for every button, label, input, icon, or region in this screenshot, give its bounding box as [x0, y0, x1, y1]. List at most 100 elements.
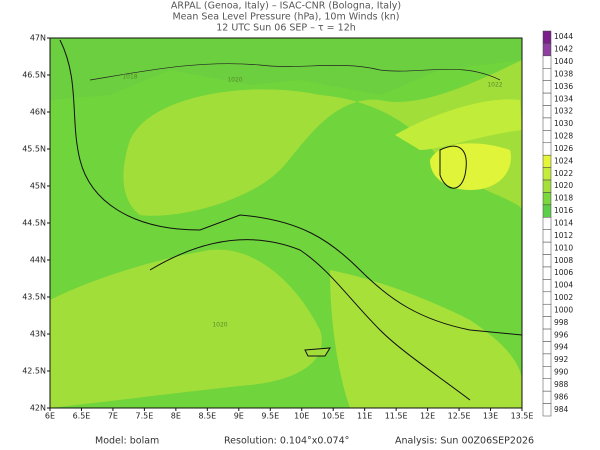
lat-label: 47N: [30, 34, 46, 43]
colorbar-label: 1022: [554, 169, 573, 178]
colorbar-cell: [542, 80, 552, 94]
contour-label: 1020: [227, 77, 242, 84]
lat-label: 44N: [30, 256, 46, 265]
colorbar: 1044 1042 1040 1038 1036 1034 1032 1030 1028 1026…: [542, 30, 573, 417]
field-region: [50, 249, 322, 408]
colorbar-cell: [542, 291, 552, 305]
tick-labels: 47N 46.5N 46N 45.5N 45N 44.5N 44N 43.5N 43N 42.5N…: [22, 34, 533, 421]
colorbar-label: 984: [554, 405, 569, 414]
colorbar-label: 1030: [554, 119, 573, 128]
colorbar-cell: [542, 167, 552, 181]
colorbar-cell: [542, 366, 552, 379]
colorbar-cell: [542, 117, 552, 131]
colorbar-label: 996: [554, 330, 569, 339]
contour-label: 1020: [212, 322, 227, 329]
header-line: ARPAL (Genoa, Italy) – ISAC-CNR (Bologna…: [171, 1, 401, 12]
colorbar-label: 1008: [554, 256, 573, 265]
lon-label: 10.5E: [322, 412, 345, 421]
colorbar-cell: [542, 316, 552, 330]
colorbar-label: 1038: [554, 69, 573, 78]
field-region: [123, 60, 522, 216]
lon-label: 11E: [357, 412, 372, 421]
lat-label: 43.5N: [22, 293, 46, 302]
colorbar-label: 1042: [554, 45, 573, 54]
footer-analysis: Analysis: Sun 00Z06SEP2026: [395, 436, 534, 447]
colorbar-cell: [542, 105, 552, 119]
colorbar-label: 998: [554, 318, 569, 327]
lon-label: 9E: [234, 412, 244, 421]
colorbar-label: 1044: [554, 32, 573, 41]
lat-label: 46N: [30, 108, 46, 117]
colorbar-label: 1020: [554, 181, 573, 190]
colorbar-cell: [542, 241, 552, 255]
colorbar-cell: [542, 179, 552, 193]
colorbar-label: 1040: [554, 57, 573, 66]
field-region: [430, 143, 511, 190]
colorbar-label: 1010: [554, 243, 573, 252]
lon-label: 8.5E: [198, 412, 216, 421]
field-region: [330, 270, 522, 408]
island: [304, 347, 331, 357]
lon-label: 6.5E: [73, 412, 91, 421]
lon-label: 7E: [108, 412, 118, 421]
border: [89, 63, 501, 81]
colorbar-cell: [542, 341, 552, 355]
colorbar-label: 1004: [554, 281, 573, 290]
colorbar-label: 1016: [554, 206, 573, 215]
colorbar-cell: [542, 55, 552, 69]
colorbar-cell: [542, 229, 552, 243]
field-region: [50, 38, 522, 100]
colorbar-label: 1032: [554, 107, 573, 116]
coastline: [439, 145, 467, 189]
lat-label: 46.5N: [22, 71, 46, 80]
lat-label: 42N: [30, 404, 46, 413]
colorbar-cell: [542, 92, 552, 106]
lat-label: 45N: [30, 182, 46, 191]
field-region: [395, 99, 522, 150]
colorbar-cell: [542, 378, 552, 392]
colorbar-label: 1012: [554, 231, 573, 240]
colorbar-cell: [542, 303, 552, 317]
lon-label: 13.5E: [511, 412, 534, 421]
colorbar-cell: [542, 254, 552, 268]
colorbar-label: 1024: [554, 156, 573, 165]
coastline: [59, 39, 523, 336]
footer-resolution: Resolution: 0.104°x0.074°: [224, 436, 349, 447]
lat-label: 43N: [30, 330, 46, 339]
colorbar-cell: [542, 390, 552, 404]
contour-label: 1018: [122, 74, 137, 81]
colorbar-cell: [542, 266, 552, 280]
lon-label: 9.5E: [261, 412, 279, 421]
colorbar-cell: [542, 279, 552, 293]
colorbar-label: 1000: [554, 305, 573, 314]
colorbar-label: 986: [554, 392, 569, 401]
colorbar-label: 994: [554, 343, 569, 352]
lon-label: 10E: [294, 412, 309, 421]
lon-label: 8E: [171, 412, 181, 421]
colorbar-cell: [542, 30, 552, 44]
colorbar-label: 988: [554, 380, 569, 389]
colorbar-label: 1018: [554, 194, 573, 203]
colorbar-label: 1028: [554, 132, 573, 141]
colorbar-label: 1036: [554, 82, 573, 91]
colorbar-cell: [542, 43, 552, 57]
map-area: [49, 37, 523, 409]
lon-label: 11.5E: [385, 412, 408, 421]
colorbar-cell: [542, 353, 552, 367]
colorbar-cell: [542, 204, 552, 218]
lat-label: 42.5N: [22, 367, 46, 376]
colorbar-cell: [542, 328, 552, 342]
colorbar-cell: [542, 217, 552, 230]
contour-label: 1022: [487, 82, 502, 89]
lon-label: 13E: [483, 412, 498, 421]
colorbar-label: 990: [554, 368, 569, 377]
lon-label: 7.5E: [136, 412, 154, 421]
colorbar-label: 1014: [554, 219, 573, 228]
lon-label: 12.5E: [448, 412, 471, 421]
colorbar-label: 1002: [554, 293, 573, 302]
lat-label: 45.5N: [22, 145, 46, 154]
colorbar-cell: [542, 130, 552, 144]
colorbar-label: 1034: [554, 94, 573, 103]
colorbar-cell: [542, 154, 552, 168]
